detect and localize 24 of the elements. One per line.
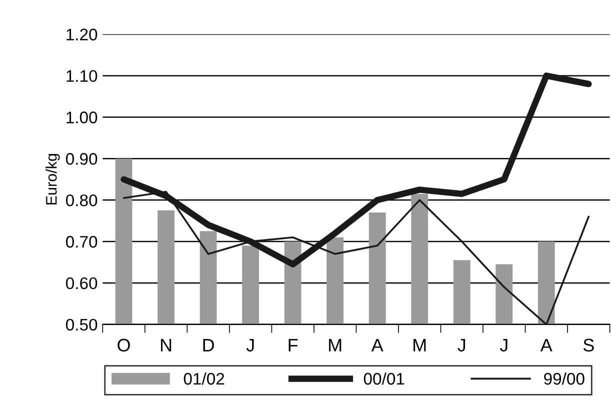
y-tick-label: 1.10 [66,70,98,82]
y-tick-label: 0.50 [66,318,98,331]
x-tick-label: S [583,338,594,352]
x-tick-label: M [414,338,426,352]
legend-label: 99/00 [544,372,584,385]
y-tick-label: 0.70 [66,236,98,248]
x-tick-label: D [203,338,214,352]
x-tick-label: A [540,338,552,352]
x-tick-label: M [329,338,342,352]
x-tick-label: A [371,338,384,352]
x-tick-label: F [288,338,298,352]
x-tick-label: J [246,338,254,352]
y-tick-label: 0.90 [66,153,98,165]
x-tick-label: J [500,338,508,352]
y-tick-label: 1.20 [66,28,98,40]
y-tick-label: 1.00 [66,112,98,124]
legend-label: 00/01 [364,372,404,385]
legend-label: 01/02 [184,372,224,385]
x-tick-label: J [458,338,466,352]
y-tick-label: 0.60 [66,277,98,290]
y-tick-label: 0.80 [66,194,98,206]
y-axis-title: Euro/kg [46,154,60,204]
x-tick-label: O [118,338,130,352]
x-tick-label: N [161,338,172,352]
